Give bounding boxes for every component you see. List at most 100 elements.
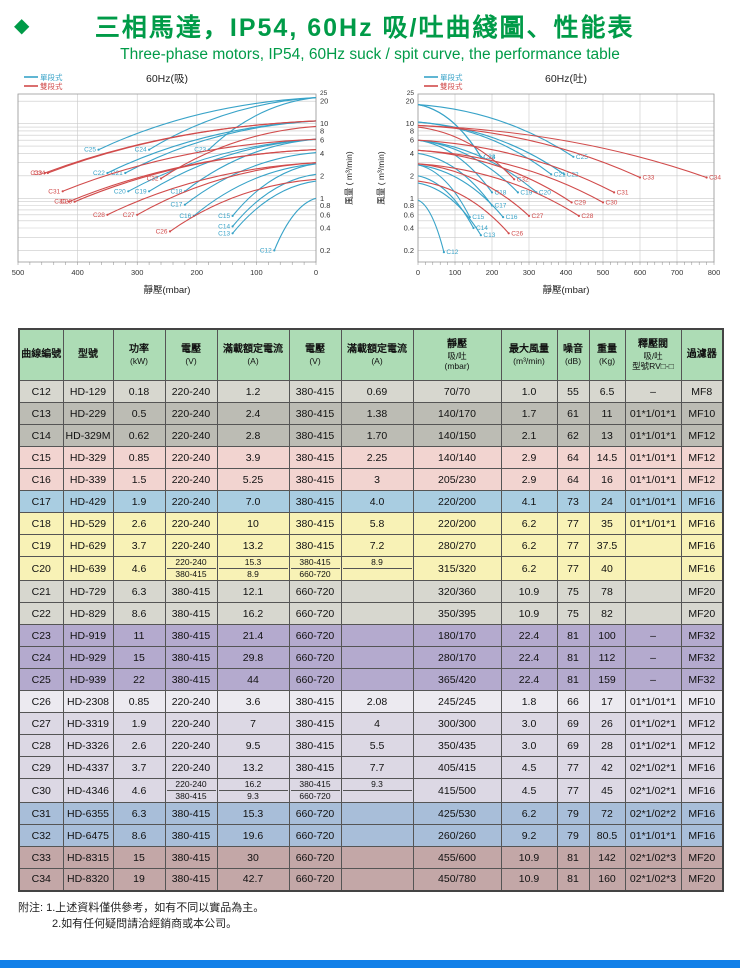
column-header: 功率 (kW) — [112, 328, 166, 381]
table-cell: 10.9 — [500, 602, 558, 626]
table-cell: 112 — [588, 646, 626, 670]
table-cell: 4.1 — [500, 490, 558, 513]
table-cell: MF16 — [680, 490, 724, 513]
table-cell — [624, 555, 682, 582]
table-cell: 365/420 — [412, 668, 502, 692]
table-cell: HD-429 — [62, 490, 114, 513]
svg-text:0.6: 0.6 — [404, 210, 414, 219]
table-cell: 13.2 — [216, 534, 290, 557]
table-cell: 02*1/02*3 — [624, 868, 682, 892]
svg-text:25: 25 — [407, 90, 415, 97]
svg-text:C31: C31 — [48, 188, 60, 195]
svg-text:C27: C27 — [532, 213, 544, 220]
svg-text:C15: C15 — [472, 214, 484, 221]
table-cell: HD-929 — [62, 646, 114, 670]
svg-text:C28: C28 — [93, 212, 105, 219]
table-cell: 220-240 — [164, 380, 218, 403]
table-cell: 660-720 — [288, 802, 342, 826]
table-cell: – — [624, 380, 682, 403]
table-cell: C28 — [18, 734, 64, 758]
table-cell: 82 — [588, 602, 626, 626]
svg-text:C17: C17 — [170, 202, 182, 209]
table-cell — [340, 868, 414, 892]
table-cell: 75 — [556, 602, 590, 626]
svg-text:C21: C21 — [111, 170, 123, 177]
table-cell: 220/200 — [412, 512, 502, 535]
table-cell: 3.0 — [500, 734, 558, 758]
table-cell: 02*1/02*3 — [624, 846, 682, 870]
table-row: C12 HD-129 0.18 220-240 1.2 380-415 0.69 70/70 1… — [18, 380, 724, 403]
table-cell: 29.8 — [216, 646, 290, 670]
table-row: C27 HD-3319 1.9 220-240 7 380-415 4 300/300 3.0 6… — [18, 712, 724, 736]
table-cell: 9.2 — [500, 824, 558, 848]
table-cell: 81 — [556, 846, 590, 870]
table-cell: 22.4 — [500, 646, 558, 670]
table-cell: HD-529 — [62, 512, 114, 535]
table-cell: MF12 — [680, 734, 724, 758]
svg-text:C18: C18 — [495, 189, 507, 196]
table-cell — [340, 802, 414, 826]
svg-text:10: 10 — [320, 119, 328, 128]
table-cell — [340, 846, 414, 870]
table-cell: 01*1/02*1 — [624, 734, 682, 758]
table-cell: 16.2 9.3 — [216, 778, 290, 804]
table-cell: 4.6 — [112, 555, 166, 582]
table-cell: 380-415 — [288, 534, 342, 557]
svg-text:C29: C29 — [574, 199, 586, 206]
table-cell: 12.1 — [216, 580, 290, 604]
table-cell: 69 — [556, 712, 590, 736]
table-cell: 7.7 — [340, 756, 414, 780]
table-cell: 01*1/01*1 — [624, 468, 682, 491]
table-cell: C24 — [18, 646, 64, 670]
table-cell: 0.69 — [340, 380, 414, 403]
svg-text:2: 2 — [320, 171, 324, 180]
table-cell: 300/300 — [412, 712, 502, 736]
svg-text:6: 6 — [320, 136, 324, 145]
table-cell: 64 — [556, 468, 590, 491]
table-cell: 660-720 — [288, 646, 342, 670]
table-cell: 3.7 — [112, 534, 166, 557]
table-cell: 380-415 660-720 — [288, 555, 342, 582]
svg-text:20: 20 — [406, 97, 414, 106]
table-cell: HD-639 — [62, 555, 114, 582]
page-title: 三相馬達，IP54, 60Hz 吸/吐曲綫圖、性能表 — [94, 14, 635, 42]
table-cell: 79 — [556, 802, 590, 826]
column-header: 滿載額定電流 (A) — [216, 328, 290, 381]
table-cell: 77 — [556, 534, 590, 557]
table-cell: 26 — [588, 712, 626, 736]
svg-text:0.2: 0.2 — [320, 246, 330, 255]
table-cell: 2.25 — [340, 446, 414, 469]
svg-text:0.8: 0.8 — [404, 201, 414, 210]
svg-text:C26: C26 — [156, 228, 168, 235]
table-cell: 220-240 — [164, 712, 218, 736]
table-cell: 37.5 — [588, 534, 626, 557]
table-cell: 380-415 — [164, 580, 218, 604]
table-cell: 380-415 — [164, 624, 218, 648]
table-cell: 5.8 — [340, 512, 414, 535]
table-cell: 80.5 — [588, 824, 626, 848]
table-cell: 220-240 — [164, 534, 218, 557]
table-cell: HD-329 — [62, 446, 114, 469]
table-cell: 3.6 — [216, 690, 290, 714]
table-cell: 81 — [556, 868, 590, 892]
table-cell: 01*1/01*1 — [624, 402, 682, 425]
table-cell: 220-240 — [164, 734, 218, 758]
table-cell: 16.2 — [216, 602, 290, 626]
table-row: C19 HD-629 3.7 220-240 13.2 380-415 7.2 280/270… — [18, 534, 724, 557]
table-cell: 380-415 — [164, 646, 218, 670]
table-cell — [624, 580, 682, 604]
svg-text:C34: C34 — [709, 175, 721, 182]
table-cell: MF16 — [680, 534, 724, 557]
table-cell: 380-415 — [164, 602, 218, 626]
svg-text:C32: C32 — [147, 176, 159, 183]
svg-text:200: 200 — [191, 268, 204, 277]
table-cell: HD-4337 — [62, 756, 114, 780]
table-cell: C27 — [18, 712, 64, 736]
table-cell: 21.4 — [216, 624, 290, 648]
svg-text:C23: C23 — [194, 147, 206, 154]
svg-text:C13: C13 — [483, 232, 495, 239]
table-cell: 10.9 — [500, 868, 558, 892]
table-cell — [340, 580, 414, 604]
table-cell: C29 — [18, 756, 64, 780]
svg-text:C14: C14 — [476, 225, 488, 232]
